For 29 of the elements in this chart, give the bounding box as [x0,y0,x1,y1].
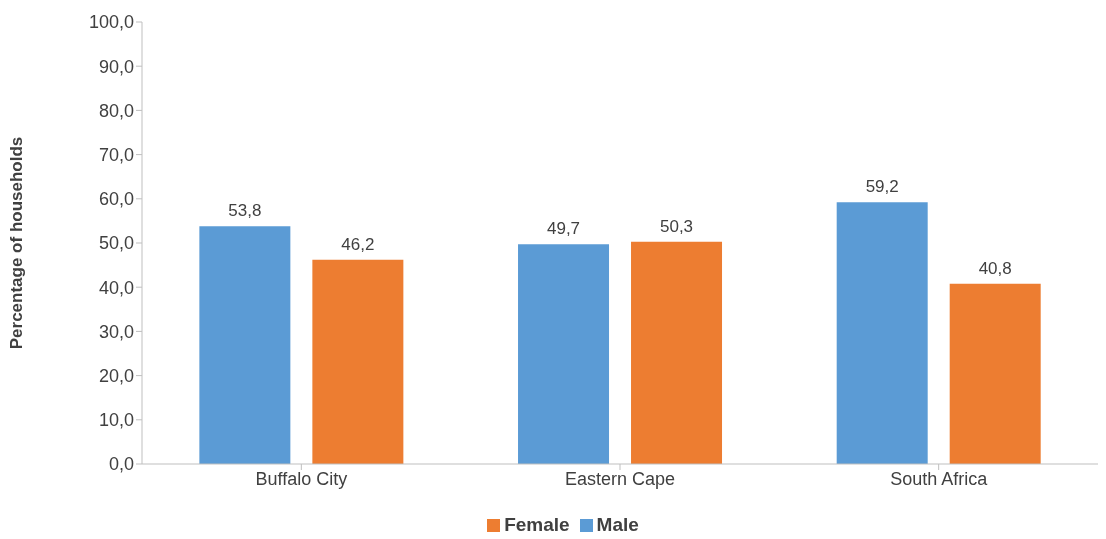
y-tick-label: 70,0 [98,144,134,165]
bar [199,226,291,464]
data-label: 40,8 [978,258,1012,278]
legend-label: Male [596,514,639,535]
y-tick-label: 50,0 [98,233,134,254]
y-tick-label: 40,0 [98,277,134,298]
data-label: 59,2 [865,177,899,197]
y-tick-label: 0,0 [108,454,134,475]
y-axis-title: Percentage of households [7,136,27,350]
y-tick-label: 80,0 [98,100,134,121]
bar [631,241,723,464]
legend-label: Female [504,514,570,535]
y-tick-label: 100,0 [88,12,134,33]
bar [949,283,1041,464]
y-tick-label: 30,0 [98,321,134,342]
data-label: 50,3 [659,216,694,236]
data-label: 53,8 [228,201,262,221]
bar [312,259,404,464]
y-tick-label: 10,0 [98,410,134,431]
y-tick-label: 90,0 [98,56,134,77]
x-tick-label: Eastern Cape [564,468,676,489]
data-label: 49,7 [546,219,581,239]
x-tick-label: South Africa [890,468,989,489]
bar [836,202,928,464]
y-tick-label: 60,0 [98,189,134,210]
bar [518,244,610,464]
y-tick-label: 20,0 [98,365,134,386]
x-tick-label: Buffalo City [255,468,348,489]
data-label: 46,2 [341,234,375,254]
